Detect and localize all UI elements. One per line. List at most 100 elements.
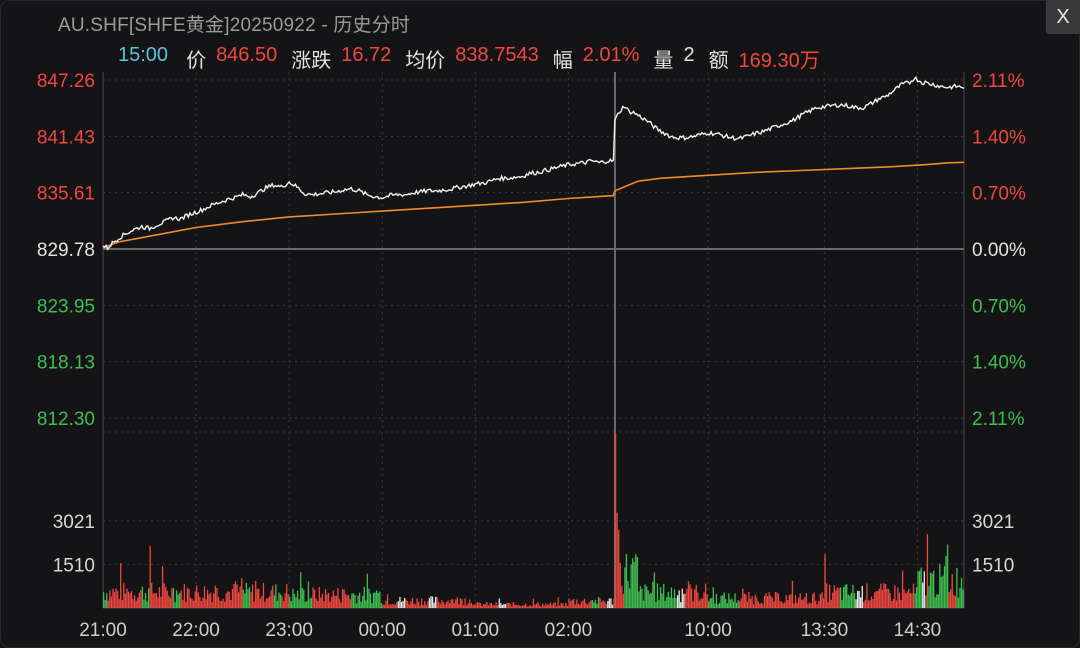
volume-bar [743,593,746,608]
volume-bar [462,605,465,608]
volume-bar [192,600,195,608]
volume-bar [349,599,351,608]
volume-bar [954,596,956,608]
volume-bar [399,596,401,608]
volume-bar [113,592,116,608]
volume-bar [514,604,516,608]
volume-bar [652,581,654,608]
volume-bar [300,572,302,608]
volume-bar [174,602,176,608]
volume-bar [275,584,277,608]
volume-bar [948,591,950,608]
volume-bar [129,593,131,608]
volume-bar [515,604,517,608]
volume-bar [281,595,283,608]
volume-bar [258,588,260,608]
volume-bar [867,600,870,608]
volume-bar [489,603,491,608]
volume-bar [438,601,440,608]
price-label: 价 [186,50,207,72]
volume-bar [535,603,538,608]
time-tick-label: 02:00 [545,620,593,641]
change-label: 涨跌 [291,50,332,72]
close-button[interactable]: X [1046,0,1080,34]
volume-bar [638,591,640,608]
volume-bar [422,605,424,608]
volume-bar [433,602,435,608]
volume-bar [216,587,218,608]
volume-bar [134,595,136,608]
volume-bar [256,589,258,608]
volume-bar [135,600,137,608]
volume-bar [906,591,908,608]
volume-bar [428,598,431,608]
price-tick-label: 829.78 [37,240,95,261]
volume-bar [613,599,615,608]
volume-bar [186,587,189,608]
volume-bar [666,596,668,608]
volume-bar [853,593,856,608]
volume-bar [946,544,949,608]
volume-bar [915,587,918,608]
volume-bar [369,593,372,608]
price-tick-label: 835.61 [37,184,95,205]
volume-bar [951,574,953,608]
volume-bar [943,566,946,608]
volume-bar [526,606,528,608]
volume-bar [787,600,789,608]
volume-bar [760,602,763,608]
volume-bar [177,594,179,608]
volume-bar [237,592,240,608]
volume-bar [832,592,834,608]
volume-bar [590,600,592,608]
volume-bar [506,602,508,608]
volume-bar [152,593,154,608]
volume-bar [104,599,106,608]
price-tick-label: 841.43 [37,127,95,148]
volume-bar [726,603,728,608]
volume-bar [636,557,638,608]
price-tick-label: 823.95 [37,296,95,317]
volume-bar [268,596,271,608]
volume-bar [383,604,386,608]
volume-bar [327,592,330,608]
volume-bar [416,598,418,608]
volume-bar [898,592,901,608]
volume-bar [366,573,369,608]
volume-bar [455,599,457,608]
volume-bar [900,600,902,608]
volume-bar [161,565,164,608]
volume-bar [801,599,803,608]
volume-bar [740,598,742,608]
volume-bar [932,570,935,608]
avg-label: 均价 [405,50,446,72]
volume-bar [273,595,275,608]
volume-bar [835,590,837,608]
volume-bar [542,603,544,608]
volume-bar [653,572,656,608]
volume-bar [718,602,721,608]
volume-bar [808,602,811,608]
volume-bar [731,598,733,608]
price-tick-label: 847.26 [37,71,95,92]
volume-bar [393,604,395,608]
volume-bar [784,602,786,608]
volume-bar [331,596,333,608]
volume-bar [185,601,187,608]
volume-bar [166,590,168,608]
volume-bar [537,602,539,608]
volume-bar [292,588,294,608]
volume-bar [140,589,142,608]
volume-bar [222,598,224,608]
volume-bar [310,597,313,608]
volume-bar [242,589,244,608]
avg-value: 838.7543 [455,44,539,66]
volume-bar [753,604,755,608]
volume-bar [529,605,531,608]
volume-bar [189,597,192,608]
volume-bar [405,599,407,608]
volume-bar [394,604,396,608]
volume-bar [749,598,752,608]
volume-bar [597,596,600,608]
